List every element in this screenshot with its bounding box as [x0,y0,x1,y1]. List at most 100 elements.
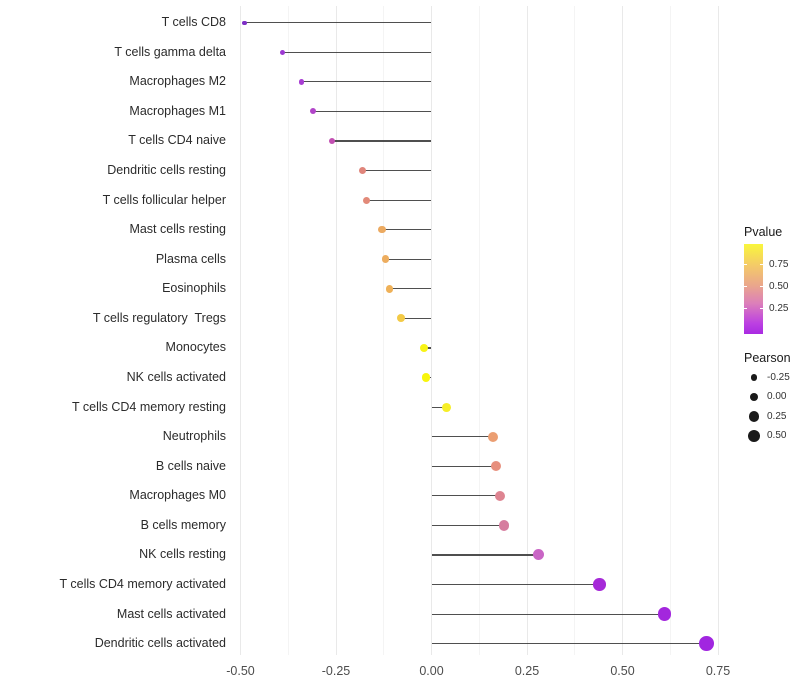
lollipop-dot [298,78,305,85]
colorbar-tick-mark [744,308,747,310]
colorbar-tick-mark [760,308,763,310]
category-label: Macrophages M0 [129,488,226,503]
gridline-minor [478,6,480,655]
category-label: B cells memory [140,517,226,532]
category-label: Mast cells resting [129,222,226,237]
gridline-major [717,6,719,655]
lollipop-dot [442,402,452,412]
gridline-minor [669,6,671,655]
category-label: NK cells resting [139,547,226,562]
size-key-label: 0.00 [767,391,787,402]
lollipop-stem [389,288,432,290]
lollipop-dot [242,20,247,25]
x-tick-label: 0.25 [514,664,540,678]
gridline-major [431,6,432,655]
category-label: T cells CD4 naive [128,133,226,148]
pearson-legend-title: Pearson [744,351,791,365]
size-key-label: 0.50 [767,430,787,441]
category-label: Dendritic cells resting [107,163,226,178]
lollipop-dot [491,461,502,472]
category-label: T cells regulatory Tregs [92,310,226,325]
lollipop-stem [282,51,432,53]
x-tick-label: 0.00 [419,664,444,678]
category-label: B cells naive [155,458,226,473]
lollipop-dot [699,636,714,652]
size-key-dot [749,392,759,402]
lollipop-dot [657,607,672,622]
category-label: NK cells activated [126,370,226,385]
lollipop-dot [498,520,510,531]
lollipop-stem [431,554,539,556]
gridline-major [526,6,528,655]
category-label: Neutrophils [162,429,226,444]
lollipop-dot [359,167,367,175]
size-key-dot [748,411,760,422]
lollipop-stem [366,199,432,201]
lollipop-stem [431,643,707,645]
category-label: Mast cells activated [116,606,226,621]
lollipop-dot [419,343,429,353]
colorbar-tick-mark [744,264,747,266]
size-key-label: -0.25 [767,371,790,383]
x-tick-label: 0.75 [705,664,731,678]
gridline-minor [574,6,576,655]
lollipop-stem [400,317,432,319]
category-label: Macrophages M2 [129,74,226,89]
x-tick-label: -0.25 [321,664,351,678]
category-label: T cells follicular helper [102,192,226,207]
lollipop-stem [244,22,432,24]
lollipop-stem [431,524,505,526]
lollipop-stem [362,169,432,172]
lollipop-stem [431,495,501,497]
x-tick-label: 0.50 [610,664,635,678]
colorbar-tick-label: 0.25 [769,302,789,314]
gridline-major [335,6,337,655]
colorbar-tick-mark [744,286,747,288]
category-label: Eosinophils [162,281,226,296]
lollipop-dot [378,225,386,234]
size-key-label: 0.25 [767,410,787,422]
x-tick-label: -0.50 [226,664,255,678]
pvalue-legend-title: Pvalue [744,225,783,239]
lollipop-dot [421,373,430,382]
colorbar-tick-label: 0.50 [769,280,789,292]
gridline-major [622,6,623,655]
size-key-dot [747,429,761,443]
lollipop-dot [310,108,317,115]
gridline-minor [383,6,385,655]
lollipop-stem [431,436,493,438]
lollipop-stem [385,258,432,260]
category-label: T cells gamma delta [114,44,226,59]
pvalue-colorbar [744,244,763,334]
category-label: T cells CD8 [161,15,226,30]
lollipop-stem [431,583,600,586]
lollipop-stem [431,406,447,408]
lollipop-dot [495,490,506,501]
lollipop-stem [431,613,665,615]
gridline-minor [287,6,289,655]
lollipop-stem [381,229,432,231]
category-label: Macrophages M1 [129,103,226,118]
lollipop-dot [279,49,286,55]
gridline-major [240,6,241,655]
category-label: Plasma cells [155,251,226,266]
colorbar-tick-mark [760,286,763,288]
lollipop-dot [593,578,606,591]
lollipop-stem [332,140,432,142]
lollipop-dot [381,255,390,264]
lollipop-dot [396,314,405,323]
lollipop-dot [532,549,544,561]
category-label: Monocytes [165,340,226,355]
lollipop-stem [431,465,497,467]
category-label: T cells CD4 memory activated [59,577,227,592]
category-label: T cells CD4 memory resting [72,399,226,414]
lollipop-dot [487,431,498,442]
lollipop-dot [328,137,336,145]
lollipop-stem [301,81,432,83]
lollipop-stem [313,110,432,112]
lollipop-dot [362,196,371,204]
lollipop-dot [385,285,394,293]
size-key-dot [750,374,758,381]
colorbar-tick-label: 0.75 [769,258,789,270]
